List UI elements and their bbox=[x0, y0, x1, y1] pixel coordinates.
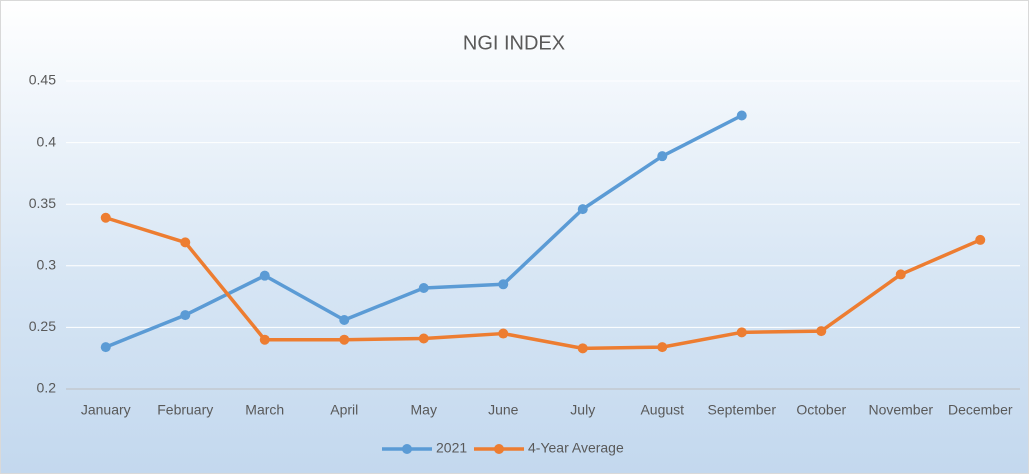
x-tick-label: April bbox=[330, 402, 358, 418]
y-tick-label: 0.45 bbox=[29, 72, 56, 88]
point bbox=[100, 342, 111, 353]
x-tick-label: March bbox=[245, 402, 284, 418]
point bbox=[339, 315, 350, 326]
point bbox=[657, 151, 668, 162]
y-tick-label: 0.25 bbox=[29, 318, 56, 334]
x-tick-label: January bbox=[81, 402, 131, 418]
point bbox=[498, 328, 509, 339]
point bbox=[895, 269, 906, 280]
y-tick-label: 0.4 bbox=[37, 133, 57, 149]
legend-label: 4-Year Average bbox=[528, 440, 624, 456]
point bbox=[975, 234, 986, 245]
x-tick-label: May bbox=[411, 402, 437, 418]
legend-marker bbox=[402, 444, 412, 454]
series-line bbox=[105, 216, 981, 351]
x-tick-label: July bbox=[570, 402, 595, 418]
point bbox=[418, 333, 429, 344]
point bbox=[418, 282, 429, 293]
x-tick-label: February bbox=[157, 402, 213, 418]
x-tick-label: December bbox=[948, 402, 1013, 418]
legend-label: 2021 bbox=[436, 440, 467, 456]
point bbox=[498, 279, 509, 290]
point bbox=[180, 237, 191, 248]
x-tick-label: September bbox=[708, 402, 777, 418]
point bbox=[100, 212, 111, 223]
point bbox=[259, 270, 270, 281]
y-tick-label: 0.2 bbox=[37, 380, 57, 396]
x-tick-label: October bbox=[796, 402, 846, 418]
x-tick-label: June bbox=[488, 402, 519, 418]
y-tick-label: 0.35 bbox=[29, 195, 56, 211]
point bbox=[577, 204, 588, 215]
y-tick-label: 0.3 bbox=[37, 257, 57, 273]
point bbox=[339, 334, 350, 345]
point bbox=[657, 342, 668, 353]
chart-title: NGI INDEX bbox=[463, 32, 565, 54]
point bbox=[180, 310, 191, 321]
point bbox=[577, 343, 588, 354]
x-tick-label: August bbox=[640, 402, 684, 418]
point bbox=[736, 327, 747, 338]
x-tick-label: November bbox=[868, 402, 933, 418]
legend-marker bbox=[494, 444, 504, 454]
point bbox=[736, 110, 747, 121]
point bbox=[816, 326, 827, 337]
point bbox=[259, 334, 270, 345]
